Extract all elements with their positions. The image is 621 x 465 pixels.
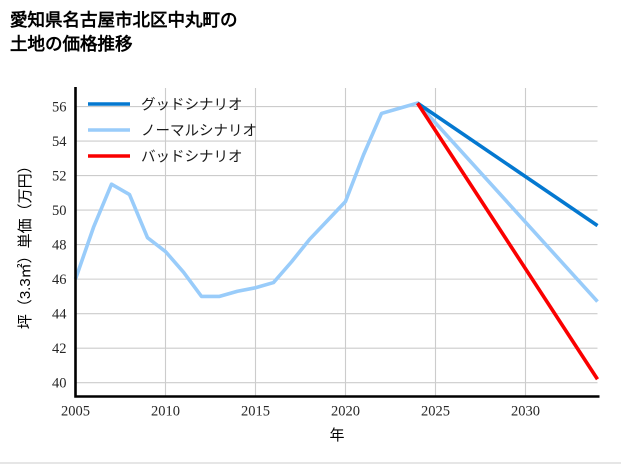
y-tick-label: 56 [52,100,67,116]
legend-label: バッドシナリオ [141,150,243,166]
y-tick-label: 52 [52,169,67,185]
page-title: 愛知県名古屋市北区中丸町の 土地の価格推移 [10,10,238,55]
legend-label: グッドシナリオ [141,97,243,114]
x-tick-label: 2005 [61,404,90,420]
series-line-good [416,101,599,228]
series-line-bad [415,102,600,381]
y-tick-label: 50 [52,203,67,219]
series-line-normal [73,101,599,303]
legend-label: ノーマルシナリオ [141,124,257,140]
x-tick-label: 2025 [421,404,450,420]
axis-spine [74,87,600,398]
x-tick-label: 2020 [331,404,360,420]
y-tick-label: 40 [52,376,67,392]
x-tick-labels: 2005 2010 2015 2020 2025 2030 [61,404,540,420]
y-tick-label: 48 [52,238,67,254]
x-tick-label: 2030 [511,404,540,420]
y-tick-label: 46 [52,272,67,288]
x-tick-label: 2015 [241,404,270,420]
x-gridlines [164,88,527,397]
y-tick-labels: 40 42 44 46 48 50 52 54 56 [52,100,67,392]
y-tick-label: 54 [52,134,67,150]
x-tick-label: 2010 [151,404,180,420]
y-tick-label: 42 [52,341,67,357]
y-tick-label: 44 [52,307,67,323]
x-axis-title: 年 [329,427,344,444]
series-lines [73,101,600,381]
y-axis-title: 坪（3.3㎡）単価（万円） [17,158,34,329]
